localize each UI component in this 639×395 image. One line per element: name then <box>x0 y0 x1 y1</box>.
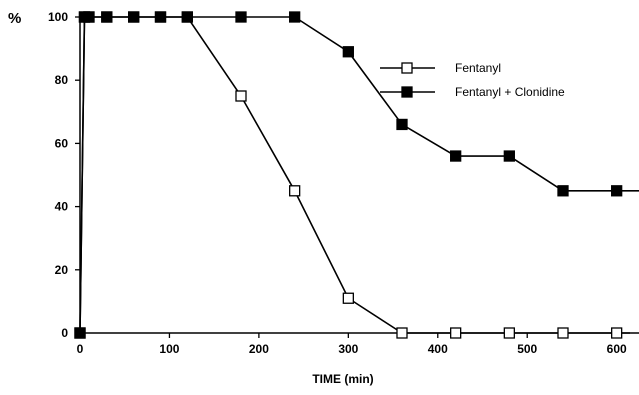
legend-entry: Fentanyl <box>380 61 501 75</box>
data-point <box>181 11 193 23</box>
axes: 0100200300400500600700020406080100 <box>48 10 630 356</box>
data-point <box>611 327 623 339</box>
y-tick-label: 80 <box>55 73 69 87</box>
y-tick-label: 0 <box>61 326 68 340</box>
x-axis-title: TIME (min) <box>312 372 373 386</box>
data-point <box>396 118 408 131</box>
data-point <box>342 292 354 304</box>
data-point <box>503 150 515 162</box>
data-point <box>289 11 301 23</box>
series-line <box>79 16 639 334</box>
data-point <box>450 327 462 339</box>
x-tick-label: 300 <box>338 342 358 356</box>
legend-label: Fentanyl + Clonidine <box>455 85 565 99</box>
legend: Fentanyl Fentanyl + Clonidine <box>380 61 565 99</box>
data-point <box>557 185 569 197</box>
x-tick-label: 100 <box>159 342 179 356</box>
legend-marker <box>401 86 413 98</box>
data-point <box>342 46 354 58</box>
data-point <box>450 150 462 162</box>
data-point <box>503 327 515 339</box>
series-fentanyl <box>74 11 639 339</box>
series-fentanyl-clonidine <box>74 11 639 339</box>
y-tick-label: 60 <box>55 136 69 150</box>
data-point <box>396 327 408 339</box>
data-point <box>289 185 301 197</box>
y-tick-label: 100 <box>48 10 68 24</box>
data-point <box>154 11 167 23</box>
x-tick-label: 200 <box>249 342 269 356</box>
data-point <box>128 11 140 23</box>
data-point <box>557 327 569 339</box>
data-point <box>83 11 95 23</box>
x-tick-label: 0 <box>77 342 84 356</box>
legend-label: Fentanyl <box>455 61 501 75</box>
data-point <box>74 327 86 339</box>
y-tick-label: 20 <box>55 263 69 277</box>
x-tick-label: 600 <box>607 342 627 356</box>
y-tick-label: 40 <box>55 200 69 214</box>
data-point <box>611 185 623 197</box>
legend-marker <box>401 62 413 74</box>
y-axis-label: % <box>8 10 21 27</box>
series-layer <box>74 11 639 339</box>
x-tick-label: 400 <box>428 342 448 356</box>
data-point <box>235 11 247 23</box>
data-point <box>101 11 113 23</box>
x-tick-label: 500 <box>517 342 537 356</box>
data-point <box>235 90 247 102</box>
series-line <box>79 16 639 334</box>
legend-entry: Fentanyl + Clonidine <box>380 85 565 99</box>
